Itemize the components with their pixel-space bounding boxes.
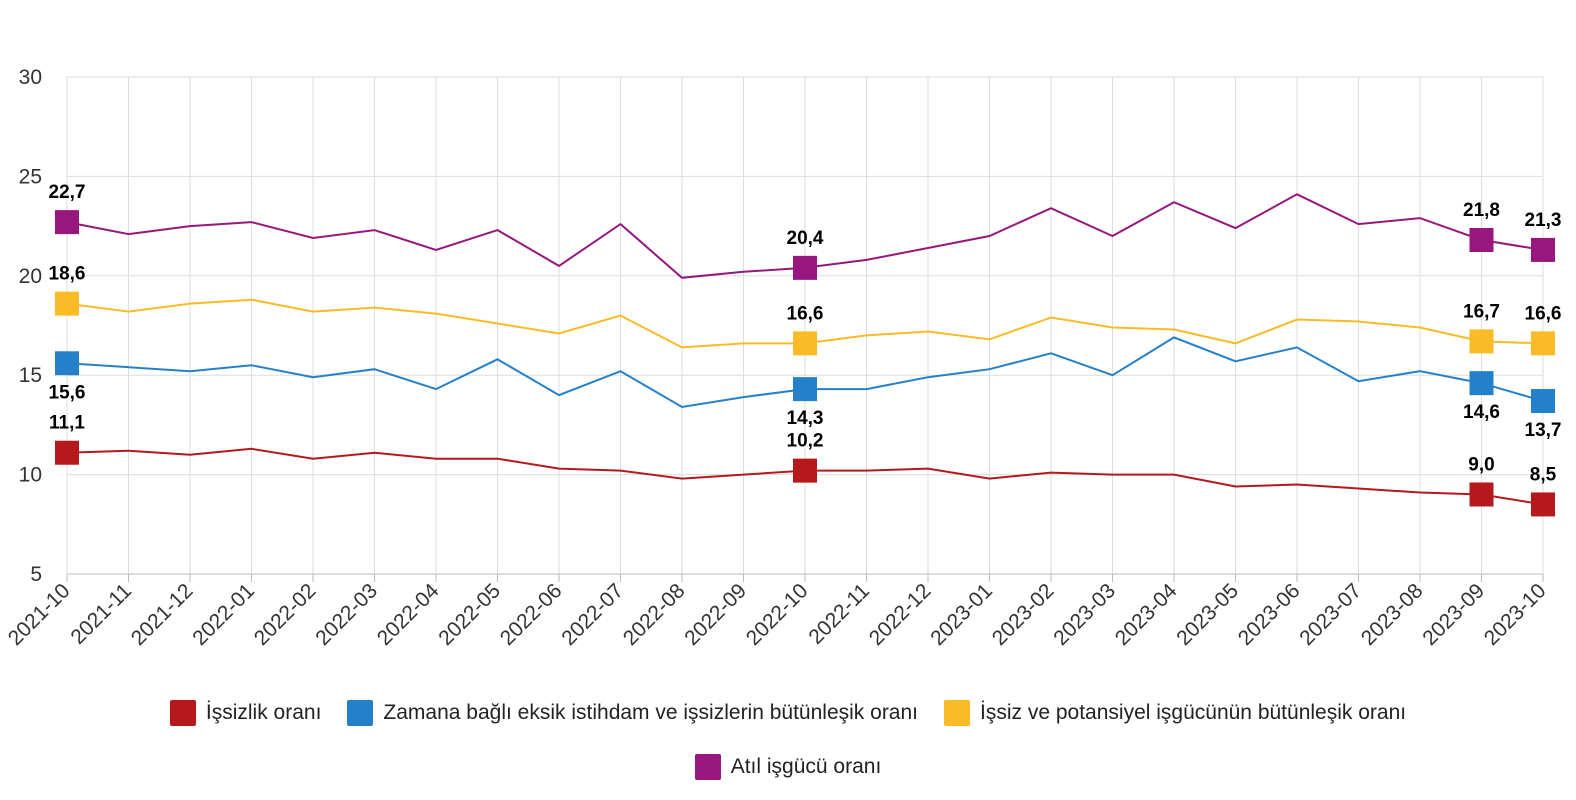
series-marker[interactable] xyxy=(1469,371,1494,396)
x-tick-label: 2022-04 xyxy=(373,579,444,650)
legend-item-atil-isgucu[interactable]: Atıl işgücü oranı xyxy=(694,754,882,780)
x-tick-label: 2023-09 xyxy=(1418,579,1489,650)
x-tick-label: 2022-12 xyxy=(865,579,936,650)
data-label: 16,6 xyxy=(787,303,824,324)
grid xyxy=(66,76,1544,575)
series-marker[interactable] xyxy=(1531,237,1555,262)
x-tick-label: 2022-02 xyxy=(250,579,321,650)
data-label: 8,5 xyxy=(1530,464,1557,485)
data-label: 15,6 xyxy=(49,382,86,403)
y-tick-label: 15 xyxy=(19,364,42,387)
y-tick-label: 30 xyxy=(19,66,42,89)
x-tick-label: 2022-08 xyxy=(619,579,690,650)
legend-swatch-issizlik xyxy=(169,700,196,726)
x-tick-label: 2022-11 xyxy=(804,579,874,649)
series-marker[interactable] xyxy=(793,458,817,483)
y-axis: 5 10 15 20 25 30 xyxy=(19,66,42,586)
legend-item-issiz-potansiyel[interactable]: İşsiz ve potansiyel işgücünün bütünleşik… xyxy=(944,700,1406,726)
x-tick-label: 2022-07 xyxy=(557,579,628,650)
data-label: 10,2 xyxy=(787,431,824,452)
data-label: 11,1 xyxy=(49,413,85,434)
x-tick-label: 2021-11 xyxy=(66,579,136,649)
data-label: 16,6 xyxy=(1525,303,1562,324)
x-tick-label: 2022-05 xyxy=(434,579,505,650)
data-label: 21,3 xyxy=(1525,210,1562,231)
x-tick-label: 2023-07 xyxy=(1295,579,1366,650)
x-axis: 2021-102021-112021-122022-012022-022022-… xyxy=(4,573,1551,650)
x-tick-label: 2023-04 xyxy=(1111,579,1182,650)
legend-item-zamana-bagli[interactable]: Zamana bağlı eksik istihdam ve işsizleri… xyxy=(347,700,918,726)
legend-label-issiz-potansiyel: İşsiz ve potansiyel işgücünün bütünleşik… xyxy=(980,701,1407,724)
x-tick-label: 2023-10 xyxy=(1480,579,1551,650)
x-tick-label: 2022-03 xyxy=(311,579,382,650)
data-label: 21,8 xyxy=(1463,200,1500,221)
series-marker[interactable] xyxy=(1469,228,1494,253)
legend-swatch-issiz-potansiyel xyxy=(944,700,970,726)
series-marker[interactable] xyxy=(1531,492,1555,517)
x-tick-label: 2023-06 xyxy=(1234,579,1305,650)
data-label: 13,7 xyxy=(1525,420,1562,441)
x-tick-label: 2023-01 xyxy=(926,579,997,650)
legend-label-atil-isgucu: Atıl işgücü oranı xyxy=(730,755,882,778)
series-marker[interactable] xyxy=(1469,482,1494,507)
data-label: 22,7 xyxy=(49,182,86,203)
line-chart: 5 10 15 20 25 30 2021-102021-112021-122022-01… xyxy=(4,66,1562,650)
legend-item-issizlik[interactable]: İşsizlik oranı xyxy=(169,700,322,726)
data-label: 20,4 xyxy=(787,228,824,249)
series-marker[interactable] xyxy=(55,210,79,235)
y-tick-label: 10 xyxy=(19,464,42,487)
data-label: 14,3 xyxy=(787,408,824,429)
data-label: 14,6 xyxy=(1463,402,1500,423)
x-tick-label: 2022-01 xyxy=(188,579,259,650)
series-marker[interactable] xyxy=(793,255,817,280)
series-marker[interactable] xyxy=(793,377,817,402)
data-label: 16,7 xyxy=(1463,301,1500,322)
legend-label-issizlik: İşsizlik oranı xyxy=(205,701,322,724)
y-tick-label: 25 xyxy=(19,165,42,188)
x-tick-label: 2023-08 xyxy=(1357,579,1428,650)
x-tick-label: 2021-12 xyxy=(127,579,198,650)
x-tick-label: 2022-06 xyxy=(496,579,567,650)
x-tick-label: 2023-03 xyxy=(1049,579,1120,650)
x-tick-label: 2023-02 xyxy=(988,579,1059,650)
series-marker[interactable] xyxy=(1531,331,1555,356)
x-tick-label: 2022-09 xyxy=(680,579,751,650)
series-marker[interactable] xyxy=(1531,389,1555,414)
y-tick-label: 5 xyxy=(30,563,42,586)
y-tick-label: 20 xyxy=(19,265,42,288)
x-tick-label: 2022-10 xyxy=(742,579,813,650)
data-label: 9,0 xyxy=(1468,454,1494,475)
series-marker[interactable] xyxy=(793,331,817,356)
x-tick-label: 2021-10 xyxy=(4,579,75,650)
series-marker[interactable] xyxy=(55,291,79,316)
legend-label-zamana-bagli: Zamana bağlı eksik istihdam ve işsizleri… xyxy=(383,701,918,724)
series-lines xyxy=(55,193,1555,517)
data-label: 18,6 xyxy=(49,264,86,285)
legend-swatch-zamana-bagli xyxy=(347,700,374,726)
series-marker[interactable] xyxy=(55,351,79,376)
x-tick-label: 2023-05 xyxy=(1172,579,1243,650)
legend-swatch-atil-isgucu xyxy=(694,754,721,780)
legend: İşsizlik oranı Zamana bağlı eksik istihd… xyxy=(0,700,1576,780)
series-marker[interactable] xyxy=(55,440,79,465)
series-marker[interactable] xyxy=(1469,329,1494,354)
data-labels: 11,1 10,2 9,0 8,5 15,6 14,3 14,6 13,7 18,6 16,6 16… xyxy=(49,182,1562,485)
